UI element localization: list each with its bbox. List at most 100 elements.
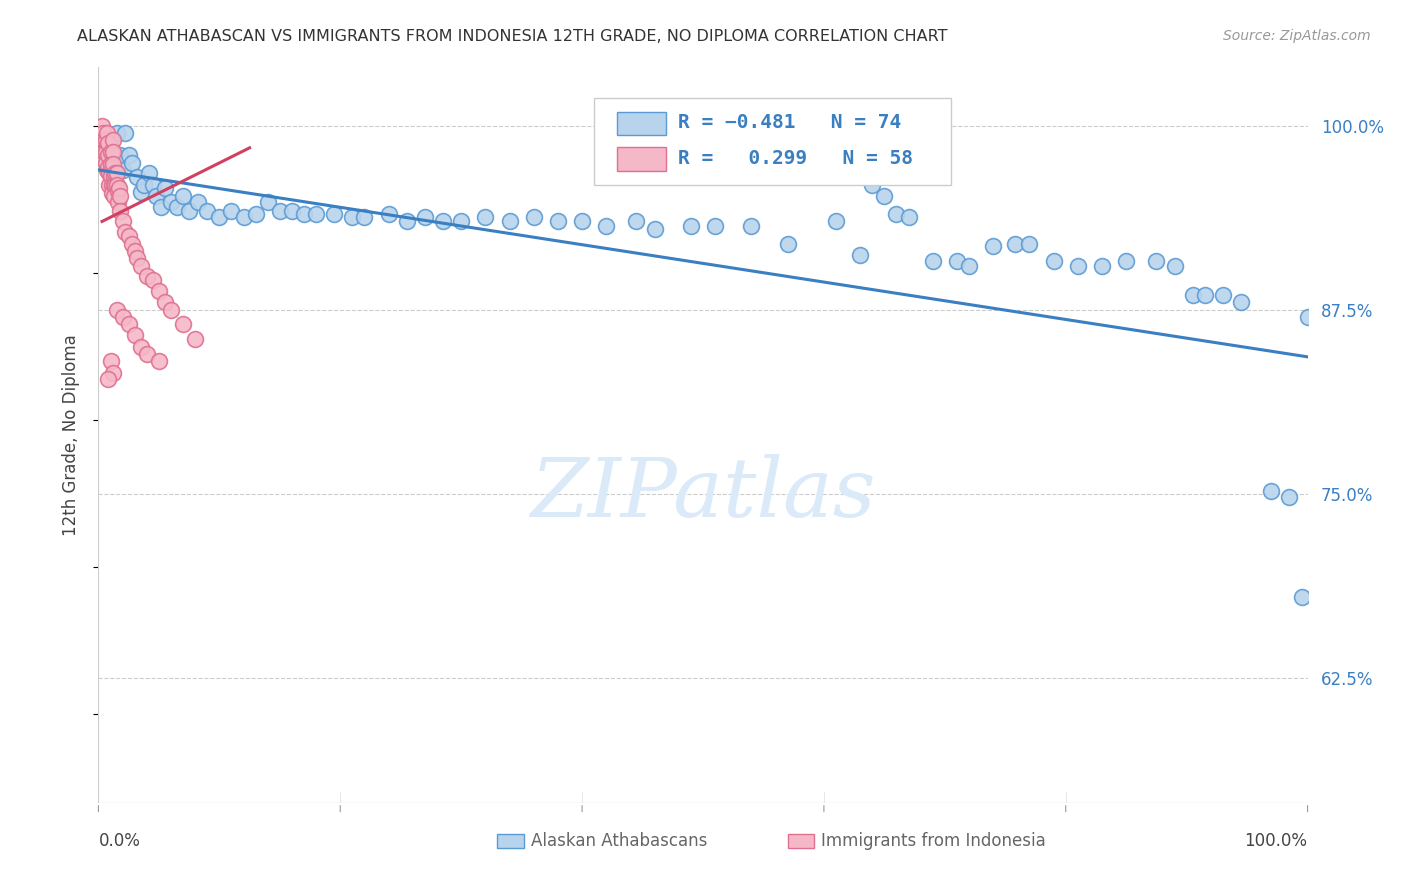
Text: ALASKAN ATHABASCAN VS IMMIGRANTS FROM INDONESIA 12TH GRADE, NO DIPLOMA CORRELATI: ALASKAN ATHABASCAN VS IMMIGRANTS FROM IN… bbox=[77, 29, 948, 44]
Point bbox=[377, 207, 399, 221]
Point bbox=[679, 219, 702, 233]
Point bbox=[134, 178, 156, 192]
Point bbox=[849, 248, 872, 262]
Point bbox=[103, 169, 125, 183]
Point bbox=[450, 214, 472, 228]
Point bbox=[105, 126, 128, 140]
Point bbox=[114, 225, 136, 239]
Point bbox=[98, 166, 121, 180]
Text: 100.0%: 100.0% bbox=[1244, 832, 1308, 850]
Point bbox=[1260, 483, 1282, 498]
Point bbox=[98, 178, 121, 192]
Point bbox=[129, 185, 152, 199]
Point bbox=[103, 178, 125, 192]
Point bbox=[305, 207, 328, 221]
Point bbox=[166, 200, 188, 214]
Point bbox=[101, 155, 124, 169]
Point bbox=[100, 169, 122, 183]
Point bbox=[195, 204, 218, 219]
Point bbox=[100, 145, 122, 160]
Point bbox=[118, 148, 141, 162]
Point bbox=[94, 145, 117, 160]
Point bbox=[93, 145, 115, 160]
Point bbox=[153, 180, 176, 194]
FancyBboxPatch shape bbox=[595, 98, 950, 185]
Point bbox=[323, 207, 346, 221]
Point bbox=[108, 204, 131, 219]
Point bbox=[135, 268, 157, 283]
Point bbox=[179, 204, 201, 219]
Text: R =   0.299   N = 58: R = 0.299 N = 58 bbox=[678, 149, 912, 169]
Point bbox=[97, 160, 120, 174]
Bar bbox=[498, 834, 524, 848]
Point bbox=[1212, 288, 1234, 302]
Point bbox=[160, 195, 183, 210]
Bar bbox=[617, 112, 665, 136]
Point bbox=[172, 318, 194, 332]
Point bbox=[103, 189, 125, 203]
Point bbox=[100, 141, 122, 155]
Point bbox=[160, 302, 183, 317]
Point bbox=[100, 178, 122, 192]
Point bbox=[413, 210, 436, 224]
Point bbox=[1296, 310, 1319, 325]
Point bbox=[148, 354, 170, 368]
Point bbox=[107, 195, 129, 210]
Point bbox=[114, 126, 136, 140]
Point bbox=[644, 221, 666, 235]
Point bbox=[94, 134, 117, 148]
Point bbox=[150, 200, 173, 214]
Point bbox=[1018, 236, 1040, 251]
Point bbox=[221, 204, 243, 219]
Point bbox=[118, 318, 141, 332]
Point bbox=[97, 148, 120, 162]
Bar bbox=[787, 834, 814, 848]
Point bbox=[256, 195, 278, 210]
Point bbox=[1091, 259, 1114, 273]
Point bbox=[860, 178, 883, 192]
Point bbox=[97, 136, 120, 151]
Point bbox=[946, 254, 969, 268]
Point bbox=[1004, 236, 1026, 251]
Bar bbox=[617, 147, 665, 170]
Point bbox=[172, 189, 194, 203]
Point bbox=[1278, 490, 1301, 504]
Point bbox=[957, 259, 980, 273]
Point bbox=[108, 189, 131, 203]
Point bbox=[825, 214, 848, 228]
Text: Source: ZipAtlas.com: Source: ZipAtlas.com bbox=[1223, 29, 1371, 43]
Point bbox=[395, 214, 418, 228]
Point bbox=[474, 210, 496, 224]
Point bbox=[704, 219, 727, 233]
Point bbox=[232, 210, 254, 224]
Point bbox=[1146, 254, 1168, 268]
Point bbox=[145, 189, 167, 203]
Point bbox=[981, 239, 1004, 253]
Point bbox=[93, 134, 115, 148]
Point bbox=[100, 354, 122, 368]
Point bbox=[571, 214, 593, 228]
Point bbox=[353, 210, 375, 224]
Text: Alaskan Athabascans: Alaskan Athabascans bbox=[531, 832, 707, 850]
Point bbox=[1181, 288, 1204, 302]
Point bbox=[111, 310, 134, 325]
Point bbox=[1230, 295, 1253, 310]
Text: ZIPatlas: ZIPatlas bbox=[530, 454, 876, 533]
Point bbox=[1194, 288, 1216, 302]
Point bbox=[886, 207, 908, 221]
Point bbox=[104, 166, 127, 180]
Point bbox=[129, 259, 152, 273]
Point bbox=[91, 119, 114, 133]
Point bbox=[121, 236, 143, 251]
Point bbox=[342, 210, 364, 224]
Point bbox=[142, 178, 165, 192]
Point bbox=[124, 327, 146, 342]
Point bbox=[432, 214, 454, 228]
Point bbox=[269, 204, 291, 219]
Text: R = −0.481   N = 74: R = −0.481 N = 74 bbox=[678, 113, 901, 132]
Point bbox=[129, 340, 152, 354]
Y-axis label: 12th Grade, No Diploma: 12th Grade, No Diploma bbox=[62, 334, 80, 536]
Point bbox=[111, 214, 134, 228]
Point bbox=[547, 214, 569, 228]
Point bbox=[118, 229, 141, 244]
